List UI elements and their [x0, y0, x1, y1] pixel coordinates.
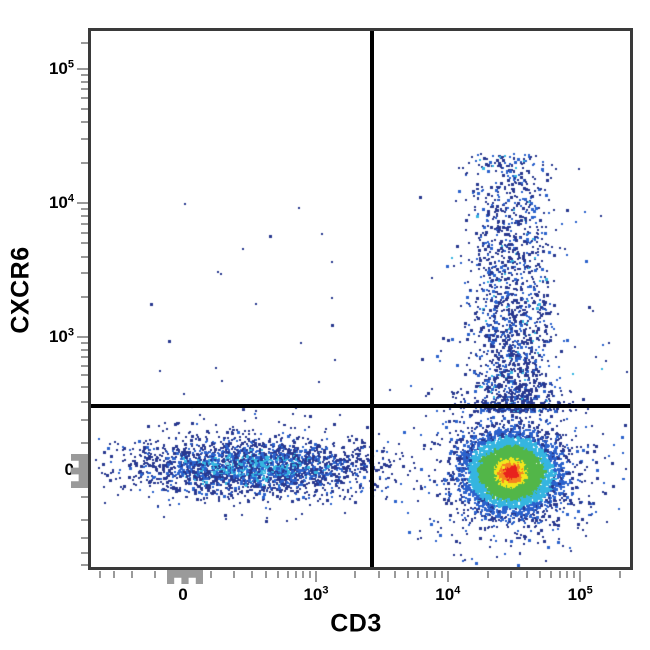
y-minor-tick: [81, 108, 88, 111]
y-minor-tick: [81, 208, 88, 211]
x-minor-tick: [209, 571, 212, 578]
x-minor-tick: [509, 571, 512, 578]
plot-area: [88, 28, 633, 570]
x-minor-tick: [276, 571, 279, 578]
x-minor-tick: [264, 571, 267, 578]
x-minor-tick: [309, 571, 312, 578]
y-minor-tick: [81, 374, 88, 377]
x-minor-tick: [377, 571, 380, 578]
y-major-tick: [77, 202, 88, 204]
x-minor-tick: [99, 571, 102, 578]
y-minor-tick: [81, 73, 88, 76]
x-tick-label: 103: [303, 584, 329, 604]
y-minor-tick: [81, 348, 88, 351]
x-minor-tick: [566, 571, 569, 578]
x-major-tick: [579, 571, 582, 582]
x-minor-tick: [354, 571, 357, 578]
y-minor-tick: [81, 441, 88, 444]
x-minor-tick: [113, 571, 116, 578]
x-minor-tick: [286, 571, 289, 578]
x-axis-title: CD3: [330, 609, 382, 638]
y-tick-label: 0: [64, 460, 74, 480]
x-minor-tick: [302, 571, 305, 578]
y-minor-tick: [81, 418, 88, 421]
y-minor-tick: [81, 137, 88, 140]
scatter-density-canvas: [91, 31, 630, 567]
quadrant-gate-horizontal-line: [91, 403, 630, 408]
x-tick-label: 104: [435, 584, 461, 604]
y-tick-label: 104: [48, 192, 74, 213]
x-minor-tick: [549, 571, 552, 578]
x-minor-tick: [232, 571, 235, 578]
y-minor-tick: [81, 215, 88, 218]
y-minor-tick: [81, 231, 88, 234]
x-minor-tick: [154, 571, 157, 578]
y-major-tick: [77, 335, 88, 338]
y-minor-tick: [81, 401, 88, 404]
x-minor-tick: [250, 571, 253, 578]
y-major-tick: [77, 67, 88, 70]
y-axis-zero-marker: [71, 454, 88, 488]
y-minor-tick: [81, 295, 88, 298]
x-minor-tick: [406, 571, 409, 578]
y-axis-ticks: 105 104 103 0: [0, 28, 88, 570]
y-minor-tick: [81, 386, 88, 389]
y-minor-tick: [81, 161, 88, 164]
y-minor-tick: [81, 80, 88, 83]
y-minor-tick: [81, 97, 88, 100]
quadrant-gate-vertical-line: [369, 31, 374, 567]
y-minor-tick: [81, 272, 88, 275]
y-minor-tick: [81, 222, 88, 225]
x-minor-tick: [558, 571, 561, 578]
x-axis-ticks: 0 103 104 105: [88, 571, 633, 616]
y-minor-tick: [81, 551, 88, 554]
x-minor-tick: [394, 571, 397, 578]
x-minor-tick: [295, 571, 298, 578]
x-minor-tick: [417, 571, 420, 578]
x-minor-tick: [526, 571, 529, 578]
x-minor-tick: [434, 571, 436, 578]
x-minor-tick: [131, 571, 134, 578]
x-major-tick: [446, 571, 449, 582]
y-minor-tick: [81, 563, 88, 566]
y-minor-tick: [81, 496, 88, 499]
x-major-tick: [314, 571, 317, 582]
x-tick-label: 0: [178, 585, 188, 604]
y-tick-label: 103: [48, 326, 74, 347]
y-minor-tick: [81, 255, 88, 258]
y-minor-tick: [81, 536, 88, 539]
x-minor-tick: [440, 571, 443, 578]
x-tick-label: 105: [567, 584, 593, 604]
x-minor-tick: [486, 571, 489, 578]
y-minor-tick: [81, 242, 88, 245]
x-minor-tick: [539, 571, 542, 578]
y-minor-tick: [81, 341, 88, 344]
x-minor-tick: [619, 571, 622, 578]
x-minor-tick: [426, 571, 429, 578]
y-minor-tick: [81, 121, 88, 124]
y-minor-tick: [81, 364, 88, 367]
y-tick-label: 105: [48, 58, 74, 78]
x-axis-zero-marker: [167, 570, 203, 584]
y-minor-tick: [81, 88, 88, 91]
x-minor-tick: [573, 571, 576, 578]
y-minor-tick: [81, 518, 88, 521]
y-minor-tick: [81, 42, 88, 45]
y-minor-tick: [81, 356, 88, 359]
